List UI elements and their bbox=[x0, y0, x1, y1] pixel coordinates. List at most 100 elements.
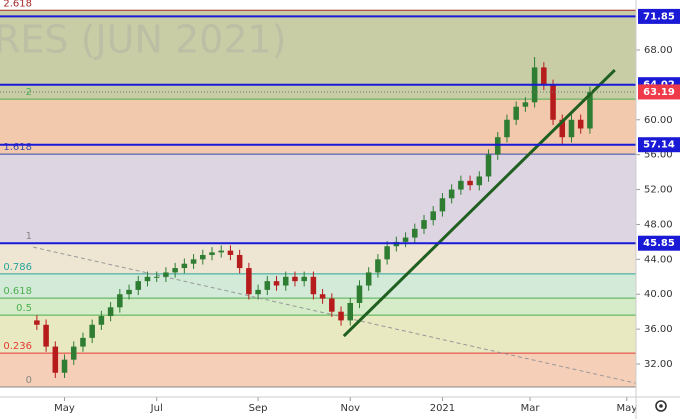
last-price-label: 63.19 bbox=[643, 87, 675, 98]
fib-label: 0.786 bbox=[3, 262, 32, 273]
candle-body bbox=[107, 307, 114, 317]
candle-body bbox=[126, 289, 132, 295]
candle-body bbox=[448, 189, 455, 199]
candle-body bbox=[301, 276, 307, 282]
candle-body bbox=[541, 67, 547, 85]
candle-body bbox=[34, 320, 40, 325]
candle-body bbox=[181, 263, 188, 269]
level-label: 57.14 bbox=[643, 140, 675, 151]
candle-body bbox=[255, 289, 261, 295]
candle-body bbox=[292, 276, 298, 282]
fib-band bbox=[0, 315, 636, 354]
candle-body bbox=[310, 276, 317, 295]
candle-body bbox=[227, 250, 234, 255]
candle-body bbox=[375, 259, 381, 273]
x-tick-label: 2021 bbox=[430, 403, 455, 414]
candle-body bbox=[135, 281, 142, 290]
candle-body bbox=[365, 272, 372, 286]
fib-label: 2.618 bbox=[3, 0, 32, 9]
candle-body bbox=[246, 268, 252, 295]
candle-body bbox=[218, 250, 224, 253]
y-tick-label: 32.00 bbox=[644, 359, 673, 370]
candle-body bbox=[117, 294, 123, 308]
fib-band bbox=[0, 353, 636, 388]
level-label: 71.85 bbox=[643, 11, 675, 22]
candle-body bbox=[153, 276, 160, 278]
candle-body bbox=[421, 220, 427, 229]
level-label-box bbox=[638, 137, 680, 153]
watermark: RES (JUN 2021) bbox=[0, 18, 287, 62]
candle-body bbox=[559, 119, 566, 138]
candle-body bbox=[319, 294, 326, 299]
candle-body bbox=[430, 211, 436, 221]
candle-body bbox=[522, 102, 529, 107]
candle-body bbox=[70, 346, 77, 360]
trendline bbox=[342, 68, 616, 338]
fib-band bbox=[0, 243, 636, 274]
x-tick-label: May bbox=[54, 403, 75, 414]
y-tick-label: 60.00 bbox=[644, 115, 673, 126]
y-tick-label: 68.00 bbox=[644, 45, 673, 56]
y-tick-label: 48.00 bbox=[644, 219, 673, 230]
candle-body bbox=[347, 302, 354, 321]
candle-body bbox=[80, 337, 86, 347]
candle-body bbox=[61, 359, 68, 373]
candle-body bbox=[412, 228, 418, 238]
candle-body bbox=[52, 346, 59, 373]
y-tick-label: 56.00 bbox=[644, 150, 673, 161]
fib-label: 0.5 bbox=[16, 303, 32, 314]
y-tick-label: 36.00 bbox=[644, 324, 673, 335]
candle-body bbox=[163, 272, 169, 277]
x-tick-label: Nov bbox=[340, 403, 360, 414]
x-tick-label: Sep bbox=[249, 403, 268, 414]
candle-body bbox=[273, 281, 280, 286]
fib-band bbox=[0, 273, 636, 299]
candle-body bbox=[209, 252, 215, 255]
candle-body bbox=[550, 84, 556, 120]
candle-body bbox=[89, 324, 95, 338]
candle-body bbox=[439, 198, 446, 212]
last-price-box bbox=[638, 84, 680, 100]
candle-body bbox=[494, 137, 501, 155]
gear-hub bbox=[659, 404, 663, 408]
fib-label: 2 bbox=[26, 87, 32, 98]
candle-body bbox=[587, 91, 593, 129]
x-tick-label: Jul bbox=[150, 403, 163, 414]
gear bbox=[655, 400, 667, 412]
fib-label: 0.618 bbox=[3, 286, 32, 297]
y-tick-label: 52.00 bbox=[644, 185, 673, 196]
fib-band bbox=[0, 387, 636, 397]
candle-body bbox=[513, 106, 519, 120]
level-label: 45.85 bbox=[643, 238, 675, 249]
level-label-box bbox=[638, 8, 680, 24]
candle-body bbox=[568, 119, 575, 138]
candle-body bbox=[190, 259, 197, 264]
candle-body bbox=[236, 254, 243, 269]
fib-band bbox=[0, 99, 636, 155]
x-tick-label: May bbox=[616, 403, 637, 414]
candle-body bbox=[402, 237, 409, 242]
fib-label: 0 bbox=[26, 375, 32, 386]
fib-band bbox=[0, 154, 636, 244]
candle-body bbox=[200, 254, 206, 260]
level-label-box bbox=[638, 235, 680, 251]
fib-label: 1 bbox=[26, 231, 32, 242]
settings-icon[interactable] bbox=[655, 400, 667, 412]
candle-body bbox=[98, 316, 105, 325]
dashed-line bbox=[33, 246, 637, 384]
candle-body bbox=[264, 281, 271, 290]
candle-body bbox=[356, 285, 363, 303]
candle-body bbox=[43, 324, 49, 347]
candle-body bbox=[467, 180, 473, 186]
candle-body bbox=[338, 311, 344, 321]
candle-body bbox=[329, 298, 335, 312]
fib-label: 0.236 bbox=[3, 341, 32, 352]
x-tick-label: Mar bbox=[521, 403, 541, 414]
candle-body bbox=[282, 276, 289, 286]
y-tick-label: 44.00 bbox=[644, 254, 673, 265]
candle-body bbox=[485, 154, 492, 177]
candle-body bbox=[458, 180, 464, 190]
candle-body bbox=[172, 268, 178, 273]
fib-band bbox=[0, 298, 636, 316]
